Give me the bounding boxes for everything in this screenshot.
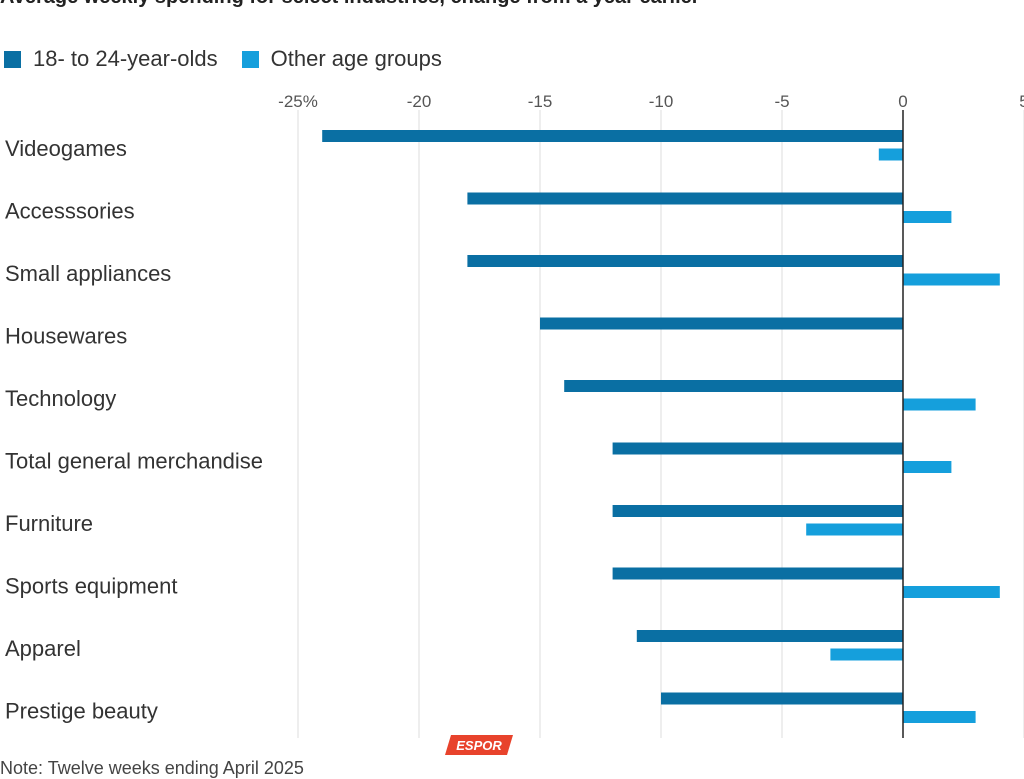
bar-s1-1 [903,211,952,223]
bar-s1-0 [878,148,903,161]
category-label-7: Sports equipment [5,574,177,599]
category-label-0: Videogames [5,136,127,161]
bar-s1-9 [903,711,976,723]
legend-swatch-18-24 [4,50,21,68]
legend: 18- to 24-year-olds Other age groups [4,46,466,72]
x-tick-label-4: -5 [774,92,789,111]
legend-label-other: Other age groups [270,46,442,71]
bar-s1-8 [830,648,903,661]
bar-s0-9 [661,692,903,705]
legend-swatch-other [241,50,259,68]
bar-s0-7 [612,567,903,580]
category-label-8: Apparel [5,636,81,661]
category-label-5: Total general merchandise [5,449,263,474]
legend-item-18-24: 18- to 24-year-olds [4,46,218,72]
bar-s0-6 [612,505,903,517]
category-label-6: Furniture [5,511,93,536]
bar-s0-3 [540,317,903,330]
bar-s1-6 [806,523,903,536]
bar-s0-4 [564,380,903,392]
category-label-4: Technology [5,386,116,411]
bar-s1-7 [903,586,1000,598]
svg-text:ESPOR: ESPOR [456,738,502,753]
x-tick-label-6: 5 [1019,92,1024,111]
bar-s0-2 [467,255,903,267]
legend-label-18-24: 18- to 24-year-olds [33,46,218,71]
bar-s1-4 [903,398,976,411]
category-labels: Videogames Accesssories Small appliances Ho… [5,136,263,724]
category-label-9: Prestige beauty [5,699,158,724]
bar-s0-8 [636,630,903,642]
bar-s0-1 [467,192,903,205]
bars [322,130,1000,723]
legend-item-other: Other age groups [241,46,442,72]
x-axis-ticks: -25% -20 -15 -10 -5 0 5 [278,92,1024,111]
chart-title: Average weekly spending for select indus… [0,0,700,9]
bar-s1-5 [903,461,952,473]
x-tick-label-1: -20 [407,92,432,111]
chart-note: Note: Twelve weeks ending April 2025 [0,758,304,778]
espor-logo: ESPOR [445,735,513,755]
x-tick-label-3: -10 [649,92,674,111]
bar-s0-0 [322,130,903,142]
category-label-2: Small appliances [5,261,171,286]
x-tick-label-0: -25% [278,92,318,111]
x-tick-label-5: 0 [898,92,907,111]
category-label-3: Housewares [5,324,127,349]
category-label-1: Accesssories [5,199,135,224]
x-tick-label-2: -15 [528,92,553,111]
bar-s1-2 [903,273,1000,286]
bar-s0-5 [612,442,903,455]
